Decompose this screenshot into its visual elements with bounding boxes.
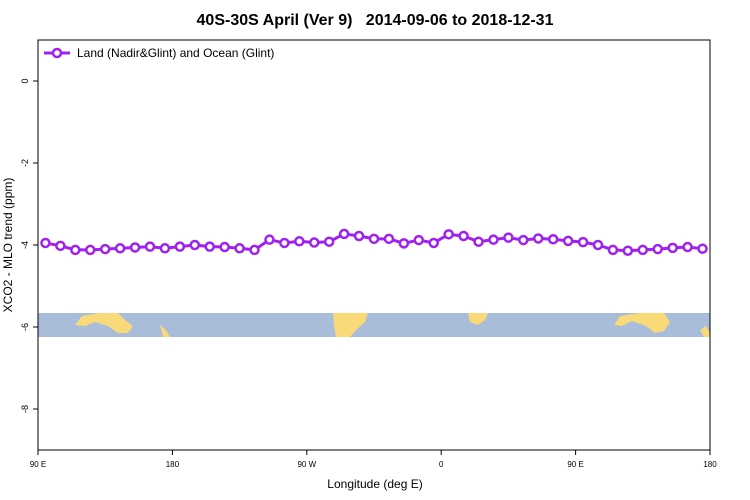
point xyxy=(607,244,619,256)
point xyxy=(682,241,693,253)
point xyxy=(428,237,439,249)
legend-marker xyxy=(51,47,63,59)
point xyxy=(323,236,335,247)
point xyxy=(652,243,663,255)
y-tick-label: 0 xyxy=(20,78,30,83)
point xyxy=(189,239,201,251)
point xyxy=(398,238,410,249)
x-tick-label: 90 W xyxy=(297,460,316,469)
point xyxy=(279,237,290,249)
point xyxy=(562,235,574,247)
point xyxy=(533,233,544,244)
y-tick-label: -8 xyxy=(20,405,30,413)
y-tick-label: -2 xyxy=(20,159,30,167)
x-tick-label: 180 xyxy=(166,460,180,469)
point xyxy=(667,242,678,254)
point xyxy=(309,237,320,248)
point xyxy=(577,236,589,248)
x-tick-label: 0 xyxy=(439,460,444,469)
point xyxy=(383,233,395,245)
chart-title: 40S-30S April (Ver 9) 2014-09-06 to 2018… xyxy=(197,12,554,29)
point xyxy=(353,230,365,242)
point xyxy=(518,234,529,246)
x-tick-label: 90 E xyxy=(30,460,46,469)
point xyxy=(488,234,499,245)
point xyxy=(204,241,215,252)
y-axis-label: XCO2 - MLO trend (ppm) xyxy=(1,178,15,313)
point xyxy=(114,243,126,254)
point xyxy=(85,244,96,256)
map-strip xyxy=(38,313,710,337)
y-tick-label: -4 xyxy=(20,241,30,249)
point xyxy=(234,243,245,254)
point xyxy=(70,244,81,256)
point xyxy=(368,233,380,245)
point xyxy=(174,241,186,252)
point xyxy=(503,232,514,243)
point xyxy=(697,243,708,254)
point xyxy=(637,244,649,256)
point xyxy=(129,242,141,253)
point xyxy=(338,228,350,240)
x-tick-label: 90 E xyxy=(567,460,583,469)
point xyxy=(249,244,260,256)
point xyxy=(55,240,66,252)
point xyxy=(592,239,604,251)
point xyxy=(443,229,454,240)
point xyxy=(144,241,156,252)
point xyxy=(622,245,634,256)
point xyxy=(458,230,469,242)
point xyxy=(294,236,305,247)
x-tick-label: 180 xyxy=(703,460,717,469)
point xyxy=(99,243,111,255)
point xyxy=(40,237,51,249)
legend-label: Land (Nadir&Glint) and Ocean (Glint) xyxy=(77,46,274,60)
point xyxy=(264,234,275,245)
x-axis-label: Longitude (deg E) xyxy=(327,477,422,491)
point xyxy=(547,234,559,245)
point xyxy=(159,243,171,254)
y-tick-label: -6 xyxy=(20,323,30,331)
point xyxy=(219,241,230,253)
point xyxy=(473,236,484,247)
point xyxy=(413,234,425,246)
